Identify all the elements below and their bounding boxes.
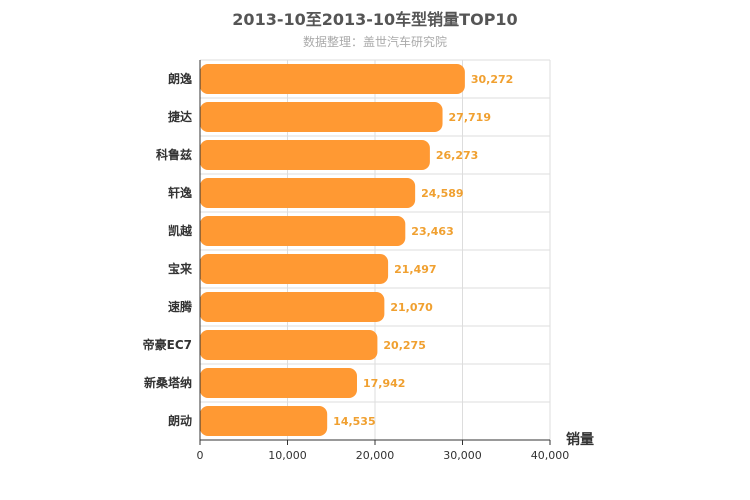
chart-subtitle: 数据整理：盖世汽车研究院 — [302, 35, 447, 49]
bar — [200, 140, 430, 170]
bar — [200, 254, 389, 284]
category-label: 捷达 — [168, 109, 192, 124]
bars: 30,272 27,719 26,273 24,589 23,463 21,497 21,0… — [200, 64, 513, 436]
data-label: 21,070 — [390, 301, 433, 314]
bar — [200, 292, 385, 322]
bar — [200, 368, 357, 398]
category-label: 朗动 — [168, 413, 192, 428]
x-tick-label: 40,000 — [531, 449, 570, 462]
category-label: 朗逸 — [168, 71, 192, 86]
x-tick-label: 10,000 — [268, 449, 307, 462]
bar — [200, 216, 406, 246]
bar — [200, 102, 443, 132]
data-label: 21,497 — [394, 263, 436, 276]
data-label: 14,535 — [333, 415, 375, 428]
data-label: 23,463 — [411, 225, 453, 238]
data-label: 17,942 — [363, 377, 405, 390]
x-tick-label: 0 — [197, 449, 204, 462]
data-label: 26,273 — [436, 149, 478, 162]
x-tick-label: 20,000 — [356, 449, 395, 462]
category-label: 帝豪EC7 — [143, 337, 192, 352]
data-label: 27,719 — [449, 111, 491, 124]
chart-title: 2013-10至2013-10车型销量TOP10 — [232, 10, 518, 29]
category-label: 轩逸 — [168, 185, 192, 200]
category-label: 新桑塔纳 — [144, 375, 192, 390]
x-tick-label: 30,000 — [443, 449, 482, 462]
bar — [200, 406, 328, 436]
bar — [200, 64, 465, 94]
data-label: 30,272 — [471, 73, 513, 86]
bar — [200, 330, 378, 360]
bar — [200, 178, 416, 208]
x-axis-title: 销量 — [566, 431, 594, 448]
data-label: 20,275 — [383, 339, 425, 352]
category-label: 科鲁兹 — [156, 147, 192, 162]
data-label: 24,589 — [421, 187, 463, 200]
category-label: 宝来 — [168, 261, 193, 276]
category-label: 速腾 — [168, 299, 193, 314]
category-label: 凯越 — [168, 223, 193, 238]
